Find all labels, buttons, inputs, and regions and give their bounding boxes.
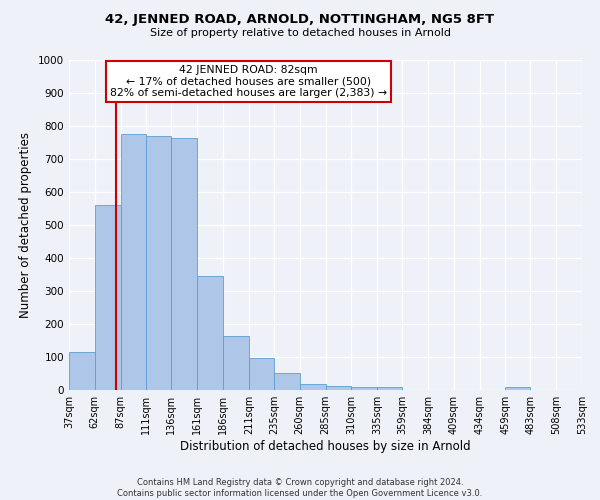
Bar bbox=[274, 373, 299, 390]
Bar bbox=[299, 384, 325, 390]
Bar bbox=[69, 352, 95, 390]
Text: 42, JENNED ROAD, ARNOLD, NOTTINGHAM, NG5 8FT: 42, JENNED ROAD, ARNOLD, NOTTINGHAM, NG5… bbox=[106, 12, 494, 26]
Bar bbox=[197, 276, 223, 390]
Bar bbox=[121, 134, 146, 390]
Bar bbox=[325, 386, 352, 390]
Text: 42 JENNED ROAD: 82sqm
← 17% of detached houses are smaller (500)
82% of semi-det: 42 JENNED ROAD: 82sqm ← 17% of detached … bbox=[110, 65, 387, 98]
Text: Size of property relative to detached houses in Arnold: Size of property relative to detached ho… bbox=[149, 28, 451, 38]
Bar bbox=[249, 358, 274, 390]
Bar bbox=[223, 336, 249, 390]
Bar bbox=[172, 138, 197, 390]
Text: Contains HM Land Registry data © Crown copyright and database right 2024.
Contai: Contains HM Land Registry data © Crown c… bbox=[118, 478, 482, 498]
X-axis label: Distribution of detached houses by size in Arnold: Distribution of detached houses by size … bbox=[180, 440, 471, 453]
Bar bbox=[505, 388, 530, 390]
Bar bbox=[352, 386, 377, 390]
Bar bbox=[377, 388, 402, 390]
Y-axis label: Number of detached properties: Number of detached properties bbox=[19, 132, 32, 318]
Bar bbox=[146, 136, 172, 390]
Bar bbox=[95, 205, 121, 390]
